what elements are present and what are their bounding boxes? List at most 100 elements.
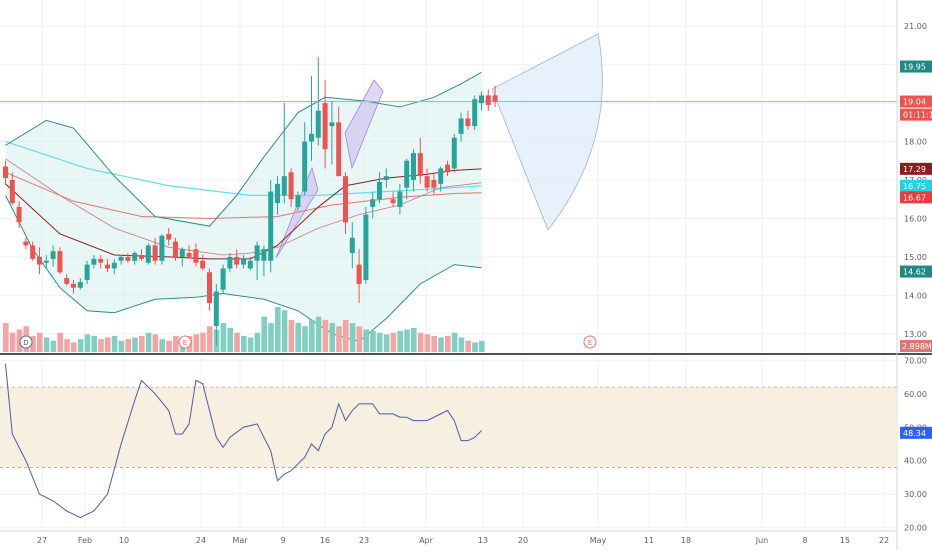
candle-body bbox=[84, 264, 90, 280]
price-tag-bg bbox=[900, 162, 932, 175]
candle bbox=[383, 168, 389, 188]
candle bbox=[275, 176, 280, 215]
volume-bar bbox=[268, 323, 274, 352]
candle bbox=[254, 241, 260, 280]
candle-body bbox=[152, 245, 158, 261]
candle bbox=[98, 255, 104, 269]
candle bbox=[43, 255, 49, 269]
price-tag-bg bbox=[900, 265, 932, 278]
candle-body bbox=[207, 272, 212, 304]
volume-bar bbox=[220, 323, 227, 352]
candle-body bbox=[302, 141, 308, 192]
projection-wedge bbox=[491, 33, 603, 231]
candle-body bbox=[16, 206, 22, 223]
candle bbox=[247, 256, 253, 271]
candle bbox=[77, 278, 83, 290]
volume-bar bbox=[275, 307, 281, 352]
candle bbox=[57, 247, 63, 275]
candle bbox=[179, 247, 185, 267]
candle bbox=[322, 80, 328, 169]
bollinger-band-fill bbox=[5, 72, 482, 342]
volume-bar bbox=[132, 337, 138, 352]
candle bbox=[23, 237, 29, 250]
candle bbox=[173, 237, 178, 261]
time-tick-label: 20 bbox=[518, 536, 528, 545]
candle bbox=[145, 243, 151, 265]
candle bbox=[30, 241, 36, 261]
time-tick-label: 15 bbox=[840, 536, 850, 545]
candle bbox=[118, 255, 124, 265]
volume-bar bbox=[377, 332, 383, 352]
candle-body bbox=[343, 176, 348, 223]
candle bbox=[159, 233, 165, 265]
candle-body bbox=[30, 245, 36, 259]
volume-bar bbox=[77, 339, 84, 352]
candle bbox=[111, 258, 117, 275]
volume-bar bbox=[30, 335, 36, 352]
volume-bar bbox=[417, 332, 424, 352]
candle-body bbox=[254, 245, 260, 261]
event-marker-circle bbox=[583, 335, 597, 349]
volume-bar bbox=[234, 332, 240, 352]
candle-body bbox=[309, 133, 314, 142]
candle bbox=[281, 103, 287, 204]
volume-bar bbox=[9, 332, 16, 352]
price-tag-bg bbox=[900, 95, 932, 108]
price-tag: 19.04 bbox=[900, 95, 932, 108]
candle-body bbox=[179, 249, 185, 257]
candle bbox=[213, 283, 219, 346]
volume-bar bbox=[329, 323, 335, 352]
candle-body bbox=[105, 264, 110, 269]
candle bbox=[37, 247, 42, 275]
candle bbox=[336, 106, 342, 177]
volume-bar bbox=[105, 337, 111, 352]
time-tick-label: 22 bbox=[879, 536, 889, 545]
time-tick-label: Jun bbox=[755, 536, 769, 545]
candle bbox=[91, 255, 97, 269]
candle-body bbox=[445, 164, 450, 173]
candle-body bbox=[438, 168, 444, 184]
candle bbox=[132, 251, 138, 265]
volume-tag-label: 2.898M bbox=[902, 342, 932, 351]
candle-body bbox=[50, 251, 56, 259]
time-tick-label: 11 bbox=[644, 536, 654, 545]
volume-bar bbox=[309, 319, 315, 352]
price-tag: 14.62 bbox=[900, 265, 932, 278]
candle-body bbox=[404, 160, 410, 188]
candle-body bbox=[247, 260, 253, 269]
candle-body bbox=[411, 153, 416, 180]
candle-body bbox=[220, 268, 226, 290]
candle bbox=[84, 260, 90, 284]
event-marker: E bbox=[583, 335, 597, 349]
price-tick-label: 16.00 bbox=[904, 214, 927, 223]
candle-body bbox=[166, 233, 172, 240]
volume-bar bbox=[98, 339, 104, 352]
volume-bar bbox=[370, 331, 376, 352]
price-tag: 19.95 bbox=[900, 60, 932, 73]
time-tick-label: 16 bbox=[320, 536, 330, 545]
volume-bar bbox=[315, 316, 322, 352]
volume-bar bbox=[200, 332, 206, 352]
price-tag-bg bbox=[900, 179, 932, 192]
volume-bar bbox=[465, 340, 471, 352]
volume-tag: 2.898M bbox=[900, 340, 932, 352]
candle bbox=[268, 180, 274, 273]
candle-body bbox=[356, 264, 362, 284]
volume-bar bbox=[356, 326, 363, 352]
volume-bar bbox=[343, 319, 349, 352]
volume-bar bbox=[288, 319, 295, 352]
volume-bar bbox=[349, 323, 356, 352]
price-tick-label: 18.00 bbox=[904, 138, 927, 147]
price-tag-label: 01:11:15 bbox=[903, 111, 932, 120]
candle-body bbox=[261, 249, 267, 261]
volume-bar bbox=[43, 337, 50, 352]
price-tag-bg bbox=[900, 108, 932, 121]
candle bbox=[261, 245, 267, 277]
candle-body bbox=[363, 214, 369, 280]
candle bbox=[445, 160, 450, 177]
event-marker-circle bbox=[19, 335, 33, 349]
candle-body bbox=[241, 258, 246, 265]
volume-bar bbox=[173, 335, 179, 352]
